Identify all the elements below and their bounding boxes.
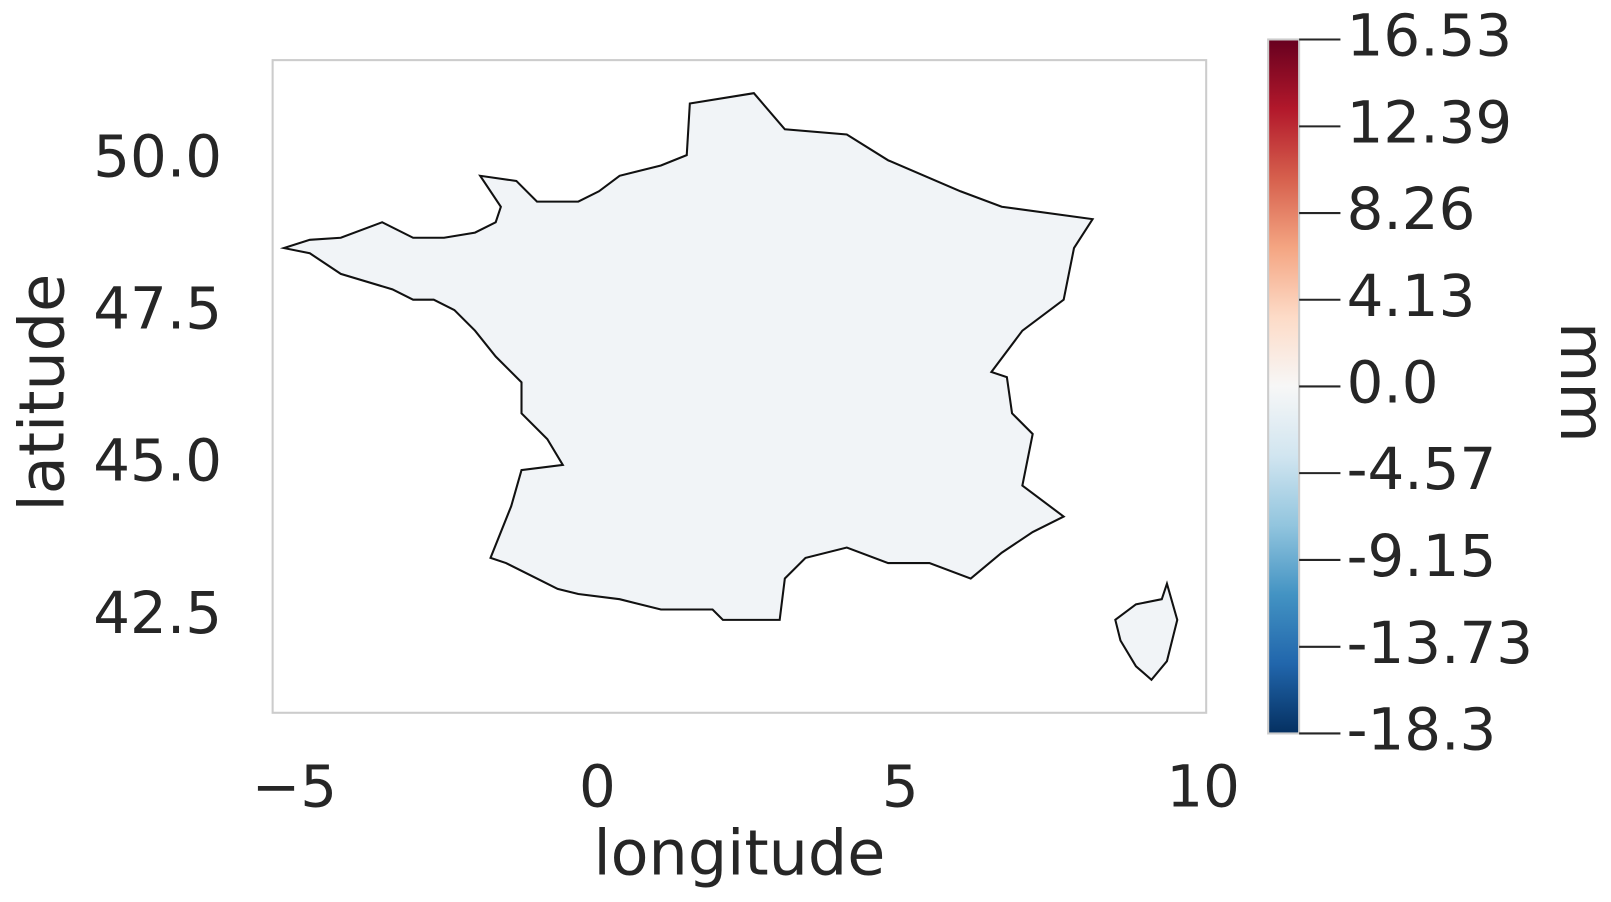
- colorbar-tick-label: 12.39: [1347, 88, 1513, 156]
- y-axis-label: latitude: [6, 274, 79, 512]
- corsica-outline: [1114, 580, 1179, 682]
- colorbar-tick-label: 4.13: [1347, 262, 1476, 330]
- colorbar-tick-label: 0.0: [1347, 349, 1439, 417]
- x-tick-label: −5: [252, 752, 337, 820]
- colorbar: [1267, 38, 1301, 735]
- y-tick-label: 50.0: [93, 123, 222, 191]
- y-tick-label: 47.5: [93, 275, 222, 343]
- x-tick-label: 5: [882, 752, 919, 820]
- y-tick-label: 45.0: [93, 427, 222, 495]
- colorbar-tick-label: 8.26: [1347, 175, 1476, 243]
- colorbar-label: mm: [1546, 322, 1611, 443]
- colorbar-tick-label: -18.3: [1347, 696, 1497, 764]
- colorbar-tick-label: -9.15: [1347, 522, 1497, 590]
- colorbar-tick-label: 16.53: [1347, 2, 1513, 70]
- x-tick-label: 10: [1166, 752, 1240, 820]
- france-outline: [279, 92, 1095, 621]
- colorbar-tick-label: -13.73: [1347, 609, 1533, 677]
- y-tick-label: 42.5: [93, 579, 222, 647]
- colorbar-tick-label: -4.57: [1347, 435, 1497, 503]
- x-tick-label: 0: [579, 752, 616, 820]
- x-axis-label: longitude: [593, 816, 885, 889]
